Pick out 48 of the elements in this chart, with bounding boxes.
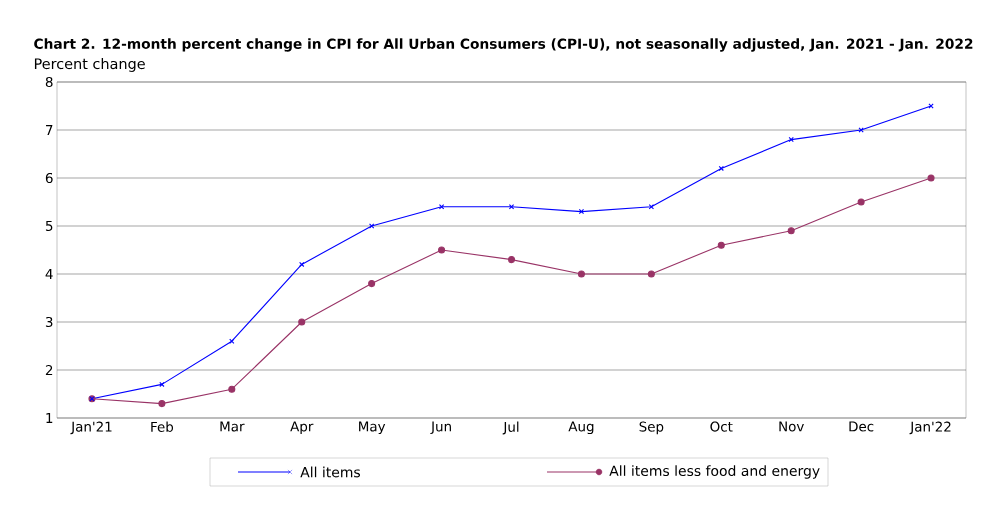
- y-tick-label: 7: [46, 125, 53, 135]
- x-tick-label: Jul: [502, 421, 519, 435]
- y-tick-label: 6: [45, 172, 53, 184]
- y-tick-label: 8: [45, 76, 53, 88]
- y-tick-label: 3: [45, 316, 53, 328]
- point: [787, 227, 795, 235]
- point: [228, 385, 236, 393]
- point: [647, 270, 655, 278]
- x-tick-label: Dec: [849, 421, 874, 432]
- point: [788, 136, 794, 143]
- point: [158, 400, 166, 408]
- point: [577, 270, 585, 278]
- x-tick-label: Aug: [568, 421, 594, 435]
- y-tick-label: 1: [46, 413, 53, 423]
- x-tick-label: May: [359, 421, 386, 435]
- x-tick-label: Sep: [639, 421, 664, 435]
- y-tick-label: 2: [45, 365, 53, 375]
- y-tick-label: 5: [45, 220, 53, 231]
- point: [507, 256, 516, 264]
- x-tick-label: Apr: [290, 421, 314, 435]
- point: [857, 198, 865, 206]
- x-tick-label: Nov: [779, 421, 804, 432]
- point: [508, 204, 515, 210]
- point: [858, 127, 864, 133]
- point: [927, 174, 935, 182]
- x-tick-label: Jan'22: [909, 421, 951, 435]
- point: [578, 208, 585, 215]
- x-tick-label: Jan'21: [70, 421, 112, 435]
- point: [159, 381, 165, 388]
- x-tick-label: Mar: [220, 421, 245, 432]
- x-tick-label: Feb: [151, 421, 174, 432]
- point: [438, 246, 446, 254]
- point: [717, 241, 725, 249]
- y-axis-title: Percent change: [34, 58, 145, 72]
- legend-label: All items less food and energy: [609, 465, 820, 479]
- x-tick-label: Oct: [710, 421, 733, 432]
- point: [438, 204, 445, 210]
- point: [229, 338, 235, 344]
- chart-title: Chart 2. 12-month percent change in CPI for All Urban Consumers (CPI-U), not seasonally adjusted, Jan. 2021 - Jan. 2022: [34, 38, 973, 52]
- point: [718, 165, 724, 172]
- point: [648, 204, 655, 210]
- y-tick-label: 4: [45, 269, 53, 279]
- point: [298, 318, 306, 326]
- x-tick-label: Jun: [430, 421, 451, 435]
- point: [368, 280, 376, 288]
- point: [299, 261, 305, 268]
- point: [368, 223, 375, 229]
- legend-label: All items: [300, 466, 361, 478]
